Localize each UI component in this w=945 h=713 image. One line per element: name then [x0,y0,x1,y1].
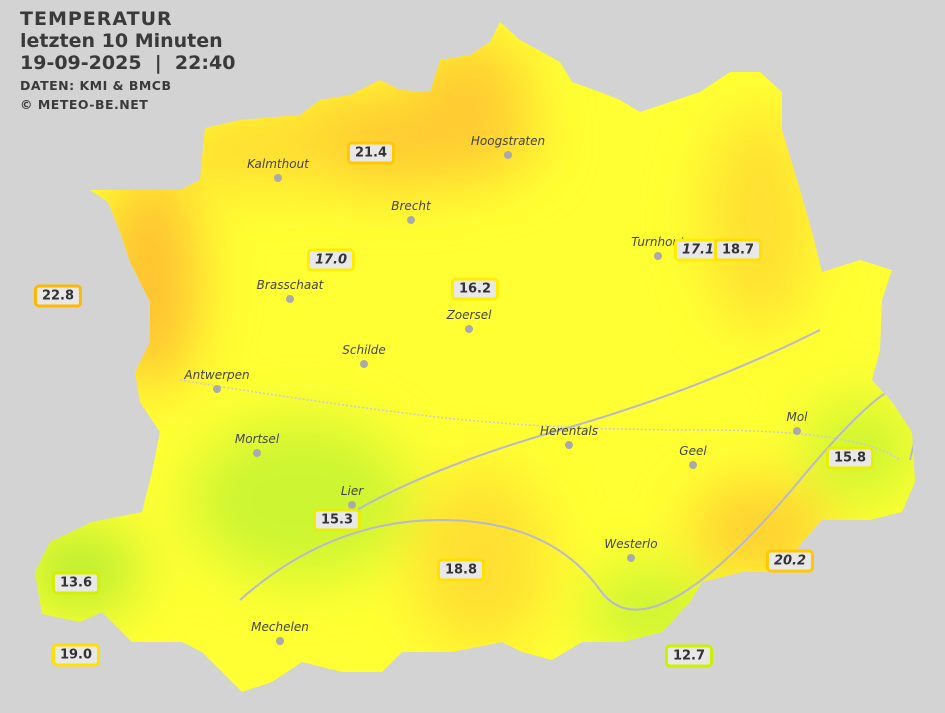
station-temperature[interactable]: 18.8 [436,558,486,582]
copyright: © METEO-BE.NET [20,97,149,112]
station-temperature[interactable]: 12.7 [664,644,714,668]
city-label: Brecht [391,199,431,213]
city-marker [274,174,282,182]
city-label: Hoogstraten [470,134,546,148]
city-marker [407,216,415,224]
city-marker [213,385,221,393]
station-temperature[interactable]: 20.2 [765,549,815,573]
station-temperature[interactable]: 19.0 [51,643,101,667]
city-marker [504,151,512,159]
city-label: Mechelen [251,620,309,634]
city-label: Brasschaat [256,278,324,292]
station-temperature[interactable]: 15.8 [825,446,875,470]
city-label: Lier [340,484,364,498]
city-marker [348,501,356,509]
city-label: Turnhout [631,235,685,249]
city-label: Antwerpen [184,368,250,382]
station-temperature[interactable]: 17.0 [306,248,356,272]
station-temperature[interactable]: 15.3 [312,508,362,532]
city-marker [565,441,573,449]
map-header: TEMPERATUR letzten 10 Minuten 19-09-2025… [20,8,235,114]
city-label: Schilde [342,343,386,357]
station-temperature[interactable]: 22.8 [33,284,83,308]
datetime: 19-09-2025 | 22:40 [20,52,236,74]
city-marker [654,252,662,260]
station-temperature[interactable]: 16.2 [450,277,500,301]
city-label: Kalmthout [247,157,309,171]
city-marker [253,449,261,457]
city-marker [793,427,801,435]
station-temperature[interactable]: 17.1 [673,238,723,262]
city-marker [465,325,473,333]
city-label: Geel [679,444,707,458]
station-temperature[interactable]: 21.4 [346,141,396,165]
data-source: DATEN: KMI & BMCB [20,78,172,93]
city-marker [360,360,368,368]
city-label: Westerlo [604,537,658,551]
city-label: Mol [786,410,808,424]
city-label: Herentals [540,424,598,438]
city-label: Zoersel [446,308,492,322]
station-temperature[interactable]: 18.7 [713,238,763,262]
station-temperature[interactable]: 13.6 [51,571,101,595]
subtitle: letzten 10 Minuten [20,30,223,52]
title: TEMPERATUR [20,8,173,30]
city-marker [276,637,284,645]
city-marker [627,554,635,562]
city-label: Mortsel [234,432,280,446]
city-marker [689,461,697,469]
city-marker [286,295,294,303]
